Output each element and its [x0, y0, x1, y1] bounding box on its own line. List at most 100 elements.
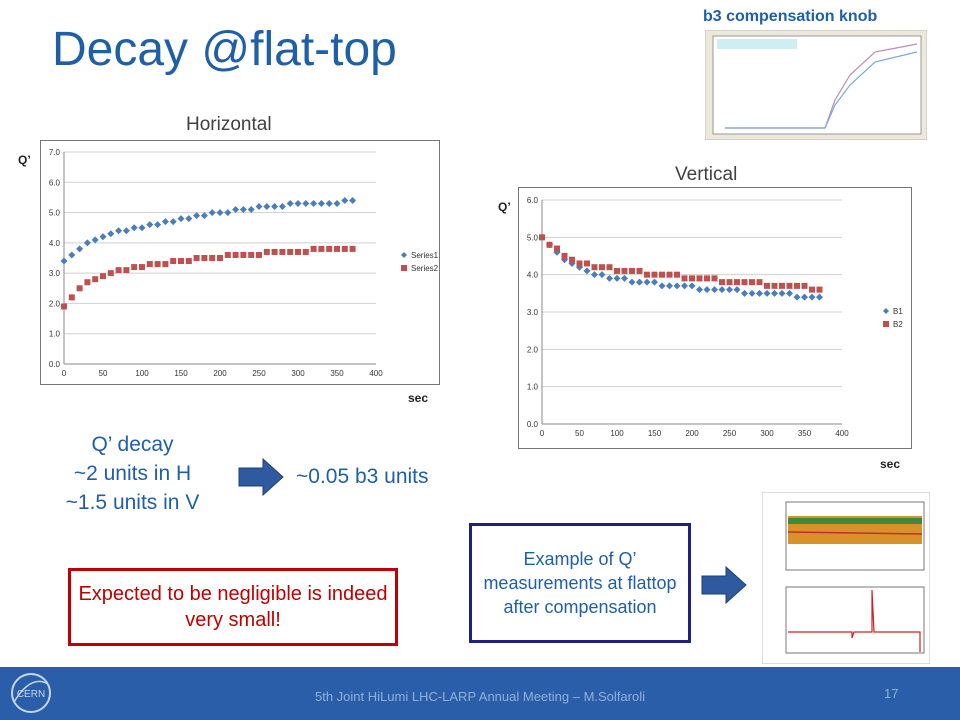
data-point	[793, 293, 801, 301]
data-point	[68, 251, 76, 259]
data-point	[553, 248, 561, 256]
data-point	[310, 199, 318, 207]
decay-line: ~2 units in H	[73, 462, 192, 485]
legend-marker	[883, 321, 889, 327]
y-tick-label: 1.0	[49, 330, 61, 339]
data-point	[651, 278, 658, 286]
negligible-callout: Expected to be negligible is indeed very…	[68, 568, 398, 646]
legend-marker	[401, 265, 407, 271]
data-point	[317, 199, 325, 207]
data-point	[161, 218, 169, 226]
legend-marker	[401, 252, 407, 258]
result-text: ~0.05 b3 units	[296, 465, 429, 488]
horizontal-label: Horizontal	[186, 114, 272, 135]
data-point	[76, 245, 84, 253]
page-number: 17	[884, 686, 899, 701]
y-tick-label: 3.0	[49, 269, 61, 278]
y-tick-label: 6.0	[527, 196, 539, 205]
data-point	[318, 245, 325, 252]
data-point	[794, 282, 800, 289]
data-point	[185, 258, 192, 265]
data-point	[61, 303, 67, 310]
data-point	[271, 248, 278, 255]
data-point	[302, 248, 309, 255]
data-point	[138, 224, 146, 232]
data-point	[224, 209, 232, 217]
x-tick-label: 50	[99, 369, 108, 378]
x-tick-label: 150	[174, 369, 188, 378]
h-qprime-label: Q’	[18, 153, 31, 167]
data-point	[310, 245, 317, 252]
data-point	[561, 253, 568, 259]
data-point	[83, 239, 91, 247]
data-point	[688, 282, 696, 290]
data-point	[224, 251, 231, 258]
data-point	[651, 271, 658, 278]
data-point	[644, 271, 650, 278]
legend-label: Series2	[411, 264, 439, 273]
right-arrow-icon	[238, 457, 284, 497]
data-point	[240, 251, 247, 258]
data-point	[696, 286, 703, 294]
data-point	[598, 271, 606, 279]
cern-logo-icon: CERN	[11, 673, 51, 713]
x-tick-label: 100	[610, 429, 624, 438]
legend-label: B1	[893, 307, 903, 316]
data-point	[232, 251, 239, 258]
data-point	[801, 282, 808, 289]
data-point	[763, 289, 771, 297]
data-point	[84, 279, 91, 286]
data-point	[591, 264, 598, 271]
x-tick-label: 400	[369, 369, 383, 378]
data-point	[76, 285, 83, 292]
data-point	[689, 275, 695, 282]
data-point	[169, 218, 177, 226]
data-point	[591, 271, 598, 279]
data-point	[68, 294, 75, 301]
data-point	[786, 289, 793, 297]
data-point	[341, 245, 348, 252]
legend-marker	[883, 308, 889, 314]
data-point	[703, 286, 711, 294]
x-tick-label: 300	[291, 369, 305, 378]
x-tick-label: 400	[835, 429, 849, 438]
data-point	[666, 271, 673, 278]
data-point	[123, 267, 130, 274]
data-point	[658, 282, 666, 290]
data-point	[809, 286, 815, 293]
data-point	[349, 196, 357, 204]
data-point	[325, 199, 333, 207]
data-point	[816, 286, 823, 293]
data-point	[130, 224, 138, 232]
data-point	[606, 274, 613, 282]
data-point	[808, 293, 816, 301]
data-point	[771, 289, 778, 297]
data-point	[287, 248, 294, 255]
data-point	[778, 289, 786, 297]
footer-text: 5th Joint HiLumi LHC-LARP Annual Meeting…	[315, 689, 645, 704]
data-point	[201, 255, 208, 261]
data-point	[115, 267, 122, 274]
data-point	[681, 282, 688, 290]
data-point	[255, 203, 263, 211]
y-tick-label: 2.0	[49, 299, 61, 308]
x-tick-label: 350	[798, 429, 812, 438]
data-point	[232, 206, 240, 214]
decay-line: ~1.5 units in V	[65, 491, 200, 514]
data-point	[295, 248, 301, 255]
y-tick-label: 1.0	[527, 383, 539, 392]
data-point	[209, 255, 216, 261]
data-point	[154, 261, 161, 268]
data-point	[584, 260, 590, 267]
y-tick-label: 5.0	[527, 233, 539, 242]
data-point	[733, 286, 741, 294]
vertical-label: Vertical	[675, 164, 738, 185]
data-point	[256, 251, 262, 258]
data-point	[178, 258, 184, 265]
data-point	[247, 206, 255, 214]
y-tick-label: 0.0	[49, 360, 61, 369]
data-point	[546, 241, 553, 248]
data-point	[613, 274, 621, 282]
data-point	[711, 275, 718, 282]
data-point	[91, 236, 99, 244]
